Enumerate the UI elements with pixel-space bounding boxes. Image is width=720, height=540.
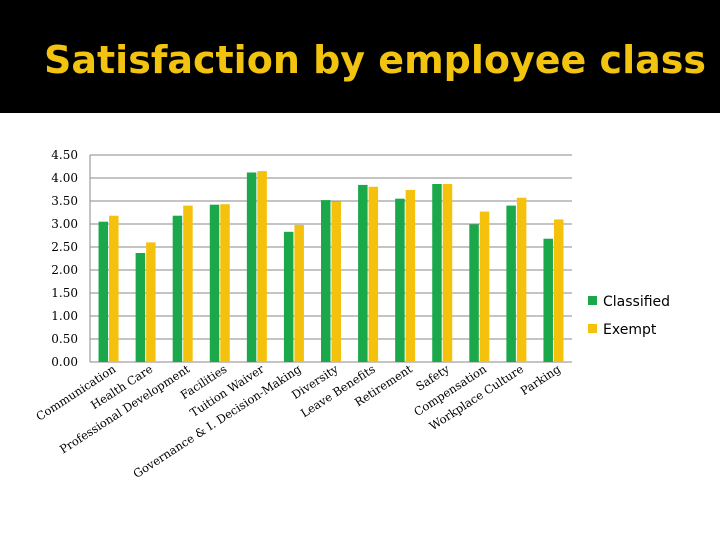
legend-swatch-classified: [588, 296, 597, 305]
bar-classified: [283, 231, 294, 362]
y-tick-label: 1.50: [51, 286, 78, 300]
bar-exempt: [257, 171, 267, 362]
bar-classified: [98, 221, 109, 362]
y-tick-label: 1.00: [51, 309, 78, 323]
y-tick-label: 0.50: [51, 332, 78, 346]
bar-classified: [209, 204, 220, 362]
bar-exempt: [146, 242, 156, 362]
bar-classified: [358, 184, 368, 362]
bar-classified: [172, 215, 183, 362]
y-tick-label: 2.00: [51, 263, 78, 277]
title-bar: Satisfaction by employee class: [0, 0, 720, 113]
bar-classified: [321, 200, 331, 362]
y-tick-label: 3.50: [51, 194, 78, 208]
bar-classified: [246, 172, 257, 362]
bar-exempt: [294, 224, 304, 362]
legend-swatch-exempt: [588, 324, 597, 333]
bar-classified: [395, 198, 405, 362]
y-tick-label: 3.00: [51, 217, 78, 231]
y-tick-label: 4.00: [51, 171, 78, 185]
bar-exempt: [109, 215, 119, 362]
bar-exempt: [405, 189, 416, 362]
y-tick-label: 2.50: [51, 240, 78, 254]
bar-exempt: [183, 205, 193, 362]
bar-classified: [135, 252, 146, 362]
bar-exempt: [442, 183, 453, 362]
y-tick-label: 0.00: [51, 355, 78, 369]
y-tick-label: 4.50: [51, 148, 78, 162]
bar-exempt: [479, 211, 490, 362]
bar-classified: [469, 224, 479, 362]
bar-classified: [506, 205, 516, 362]
x-tick-label: Parking: [518, 361, 564, 398]
legend-label-classified: Classified: [603, 294, 670, 310]
bar-exempt: [553, 219, 564, 362]
bar-exempt: [220, 204, 230, 362]
bar-exempt: [368, 186, 379, 362]
slide-title: Satisfaction by employee class: [44, 38, 706, 82]
legend-label-exempt: Exempt: [603, 322, 657, 338]
bar-exempt: [331, 201, 341, 362]
bar-classified: [543, 238, 553, 362]
bar-classified: [432, 183, 442, 362]
bar-exempt: [516, 197, 527, 362]
